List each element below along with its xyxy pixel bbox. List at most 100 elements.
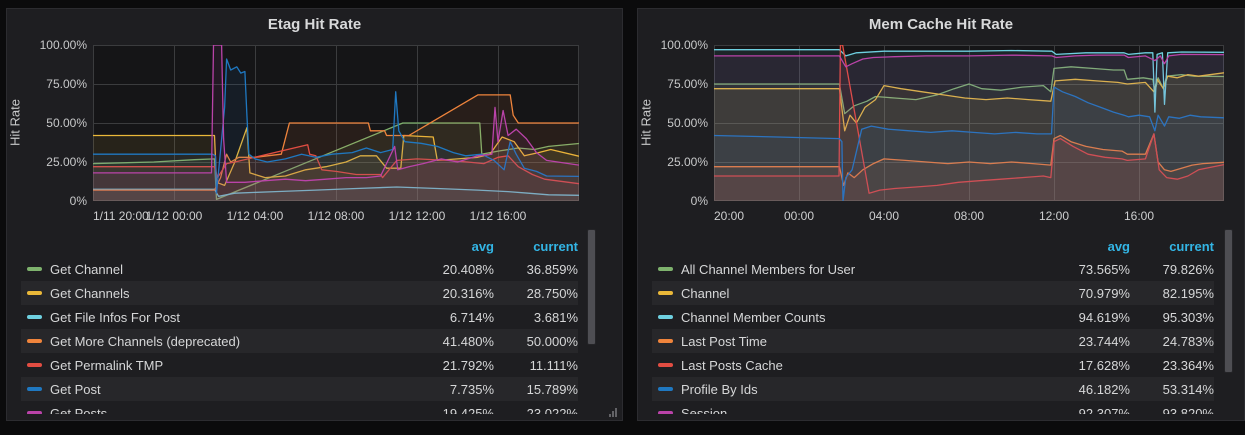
legend-scrollbar[interactable] <box>587 229 596 345</box>
y-tick-label: 0% <box>69 194 87 208</box>
legend-row: Get More Channels (deprecated) 41.480% 50.… <box>21 329 578 353</box>
legend-scrollbar[interactable] <box>1224 229 1233 373</box>
mem-cache-chart-area: Hit Rate 100.00% 75.00% 50.00% 25.00% 0% 20:… <box>638 37 1244 235</box>
series-avg-value: 23.744% <box>1078 333 1130 349</box>
etag-chart-plot[interactable] <box>93 45 579 201</box>
series-avg-value: 92.307% <box>1078 405 1130 415</box>
series-color-swatch-icon[interactable] <box>27 363 42 367</box>
series-color-swatch-icon[interactable] <box>658 387 673 391</box>
series-color-swatch-icon[interactable] <box>658 291 673 295</box>
legend-column-avg[interactable]: avg <box>471 238 494 254</box>
x-axis-ticks: 1/11 20:00 1/12 00:00 1/12 04:00 1/12 08:00… <box>93 209 579 225</box>
panel-title[interactable]: Mem Cache Hit Rate <box>868 16 1014 33</box>
legend-row: All Channel Members for User 73.565% 79.82… <box>652 257 1214 281</box>
series-label[interactable]: Channel Member Counts <box>681 309 826 325</box>
series-label[interactable]: Last Post Time <box>681 333 767 349</box>
legend-row: Last Posts Cache 17.628% 23.364% <box>652 353 1214 377</box>
series-current-value: 50.000% <box>526 333 578 349</box>
x-tick-label: 1/11 20:00 <box>93 209 149 223</box>
series-current-value: 79.826% <box>1162 261 1214 277</box>
series-avg-value: 6.714% <box>449 309 494 325</box>
series-current-value: 23.022% <box>526 405 578 415</box>
series-label[interactable]: Last Posts Cache <box>681 357 783 373</box>
x-tick-label: 00:00 <box>783 209 815 223</box>
legend-row: Get Channel 20.408% 36.859% <box>21 257 578 281</box>
series-color-swatch-icon[interactable] <box>27 387 42 391</box>
legend-row: Channel Member Counts 94.619% 95.303% <box>652 305 1214 329</box>
x-tick-label: 1/12 00:00 <box>145 209 203 223</box>
series-current-value: 28.750% <box>526 285 578 301</box>
legend-row: Profile By Ids 46.182% 53.314% <box>652 377 1214 401</box>
series-avg-value: 19.425% <box>442 405 494 415</box>
series-label[interactable]: Get Channels <box>50 285 130 301</box>
x-tick-label: 1/12 16:00 <box>469 209 527 223</box>
x-tick-label: 20:00 <box>714 209 745 223</box>
series-current-value: 95.303% <box>1162 309 1214 325</box>
mem-cache-chart-plot[interactable] <box>714 45 1224 201</box>
x-tick-label: 04:00 <box>868 209 900 223</box>
series-label[interactable]: Get Permalink TMP <box>50 357 164 373</box>
series-avg-value: 21.792% <box>442 357 494 373</box>
legend-column-avg[interactable]: avg <box>1107 238 1130 254</box>
legend-row: Channel 70.979% 82.195% <box>652 281 1214 305</box>
series-color-swatch-icon[interactable] <box>658 339 673 343</box>
series-label[interactable]: Get File Infos For Post <box>50 309 181 325</box>
y-tick-label: 50.00% <box>46 116 87 130</box>
series-color-swatch-icon[interactable] <box>658 267 673 271</box>
y-axis-label: Hit Rate <box>638 99 654 146</box>
legend-row: Session 92.307% 93.820% <box>652 401 1214 414</box>
series-current-value: 11.111% <box>529 357 578 373</box>
y-tick-label: 75.00% <box>667 77 708 91</box>
panel-resize-handle-icon[interactable] <box>609 407 619 417</box>
x-axis-ticks: 20:00 00:00 04:00 08:00 12:00 16:00 <box>714 209 1224 225</box>
series-color-swatch-icon[interactable] <box>27 339 42 343</box>
legend-row: Get Permalink TMP 21.792% 11.111% <box>21 353 578 377</box>
y-tick-label: 0% <box>690 194 708 208</box>
panel-title[interactable]: Etag Hit Rate <box>267 16 362 33</box>
legend-header: avg current <box>21 235 578 257</box>
series-label[interactable]: Profile By Ids <box>681 381 758 397</box>
series-color-swatch-icon[interactable] <box>658 411 673 414</box>
legend-row: Last Post Time 23.744% 24.783% <box>652 329 1214 353</box>
series-current-value: 93.820% <box>1162 405 1214 415</box>
series-current-value: 53.314% <box>1162 381 1214 397</box>
series-avg-value: 94.619% <box>1078 309 1130 325</box>
series-color-swatch-icon[interactable] <box>27 411 42 414</box>
series-current-value: 15.789% <box>526 381 578 397</box>
series-color-swatch-icon[interactable] <box>27 315 42 319</box>
y-tick-label: 100.00% <box>39 38 87 52</box>
series-current-value: 23.364% <box>1162 357 1214 373</box>
legend-table: avg current Get Channel 20.408% 36.859% Get… <box>21 235 578 414</box>
series-label[interactable]: Channel <box>681 285 730 301</box>
legend-row: Get Channels 20.316% 28.750% <box>21 281 578 305</box>
etag-chart-area: Hit Rate 100.00% 75.00% 50.00% 25.00% 0% 1/1… <box>7 37 622 235</box>
y-tick-label: 75.00% <box>46 77 87 91</box>
series-color-swatch-icon[interactable] <box>658 363 673 367</box>
series-color-swatch-icon[interactable] <box>27 291 42 295</box>
legend-column-current[interactable]: current <box>533 238 578 254</box>
series-label[interactable]: Get Posts <box>50 405 108 415</box>
x-tick-label: 08:00 <box>953 209 985 223</box>
series-avg-value: 73.565% <box>1078 261 1130 277</box>
series-avg-value: 7.735% <box>449 381 494 397</box>
y-axis-label: Hit Rate <box>7 99 23 146</box>
series-label[interactable]: Get More Channels (deprecated) <box>50 333 241 349</box>
legend-rows: Get Channel 20.408% 36.859% Get Channels 20.… <box>21 257 578 414</box>
series-label[interactable]: All Channel Members for User <box>681 261 856 277</box>
legend-table: avg current All Channel Members for User… <box>652 235 1214 414</box>
series-label[interactable]: Get Channel <box>50 261 123 277</box>
series-label[interactable]: Get Post <box>50 381 101 397</box>
y-tick-label: 50.00% <box>667 116 708 130</box>
series-current-value: 24.783% <box>1162 333 1214 349</box>
y-tick-label: 100.00% <box>660 38 708 52</box>
y-tick-label: 25.00% <box>667 155 708 169</box>
series-current-value: 36.859% <box>526 261 578 277</box>
series-avg-value: 41.480% <box>442 333 494 349</box>
series-color-swatch-icon[interactable] <box>658 315 673 319</box>
legend-header: avg current <box>652 235 1214 257</box>
legend-rows: All Channel Members for User 73.565% 79.82… <box>652 257 1214 414</box>
legend-column-current[interactable]: current <box>1169 238 1214 254</box>
x-tick-label: 16:00 <box>1123 209 1155 223</box>
series-color-swatch-icon[interactable] <box>27 267 42 271</box>
series-label[interactable]: Session <box>681 405 728 415</box>
